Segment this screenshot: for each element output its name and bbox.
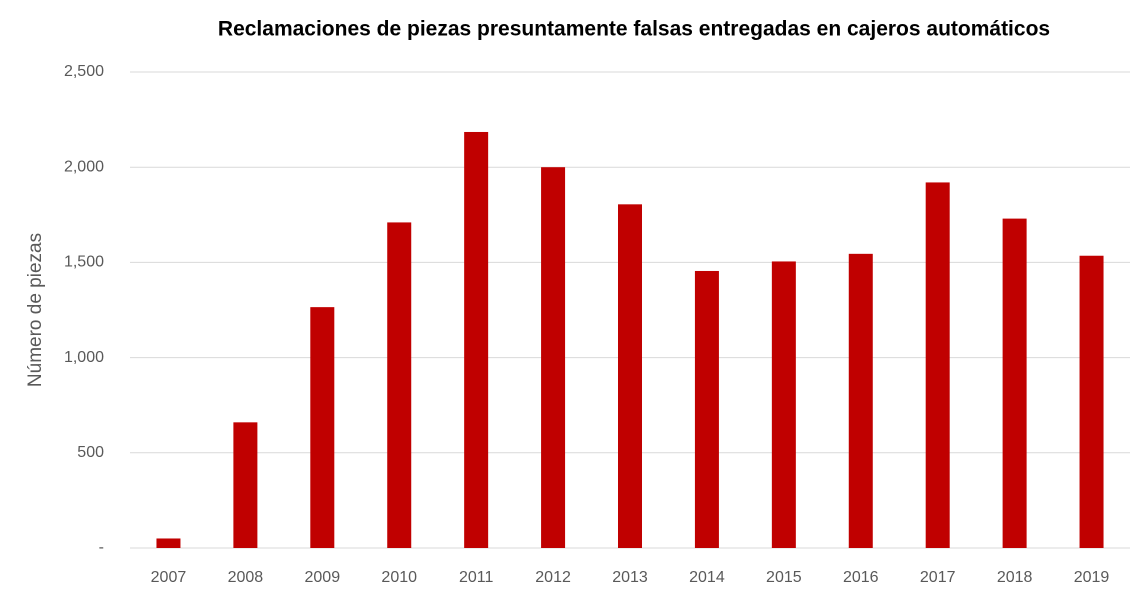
- chart-title: Reclamaciones de piezas presuntamente fa…: [218, 18, 1050, 41]
- y-tick-label: 1,500: [64, 254, 104, 271]
- x-tick-label: 2010: [381, 569, 417, 586]
- bar: [1079, 255, 1104, 548]
- x-tick-label: 2015: [766, 569, 802, 586]
- bar: [925, 182, 950, 548]
- bar: [618, 204, 642, 548]
- y-axis-label: Número de piezas: [25, 233, 46, 387]
- bar: [541, 167, 566, 548]
- y-tick-label: 2,000: [64, 158, 104, 175]
- x-tick-label: 2009: [305, 569, 341, 586]
- y-tick-label: -: [99, 539, 104, 556]
- bar: [848, 253, 873, 548]
- x-tick-label: 2008: [228, 569, 264, 586]
- x-tick-label: 2012: [535, 569, 571, 586]
- y-tick-label: 2,500: [64, 63, 104, 80]
- x-tick-label: 2011: [459, 569, 494, 586]
- bar: [387, 222, 412, 548]
- bar: [1002, 218, 1027, 548]
- x-tick-label: 2016: [843, 569, 879, 586]
- bar: [771, 261, 796, 548]
- x-tick-label: 2007: [151, 569, 187, 586]
- x-tick-label: 2014: [689, 569, 725, 586]
- x-tick-label: 2019: [1074, 569, 1110, 586]
- x-tick-label: 2017: [920, 569, 956, 586]
- bar: [464, 131, 489, 548]
- bar: [156, 538, 181, 548]
- bar: [694, 270, 719, 548]
- bar: [233, 422, 258, 548]
- y-tick-label: 1,000: [64, 349, 104, 366]
- y-tick-label: 500: [77, 444, 104, 461]
- x-tick-label: 2013: [612, 569, 648, 586]
- bar: [310, 307, 335, 548]
- x-tick-label: 2018: [997, 569, 1033, 586]
